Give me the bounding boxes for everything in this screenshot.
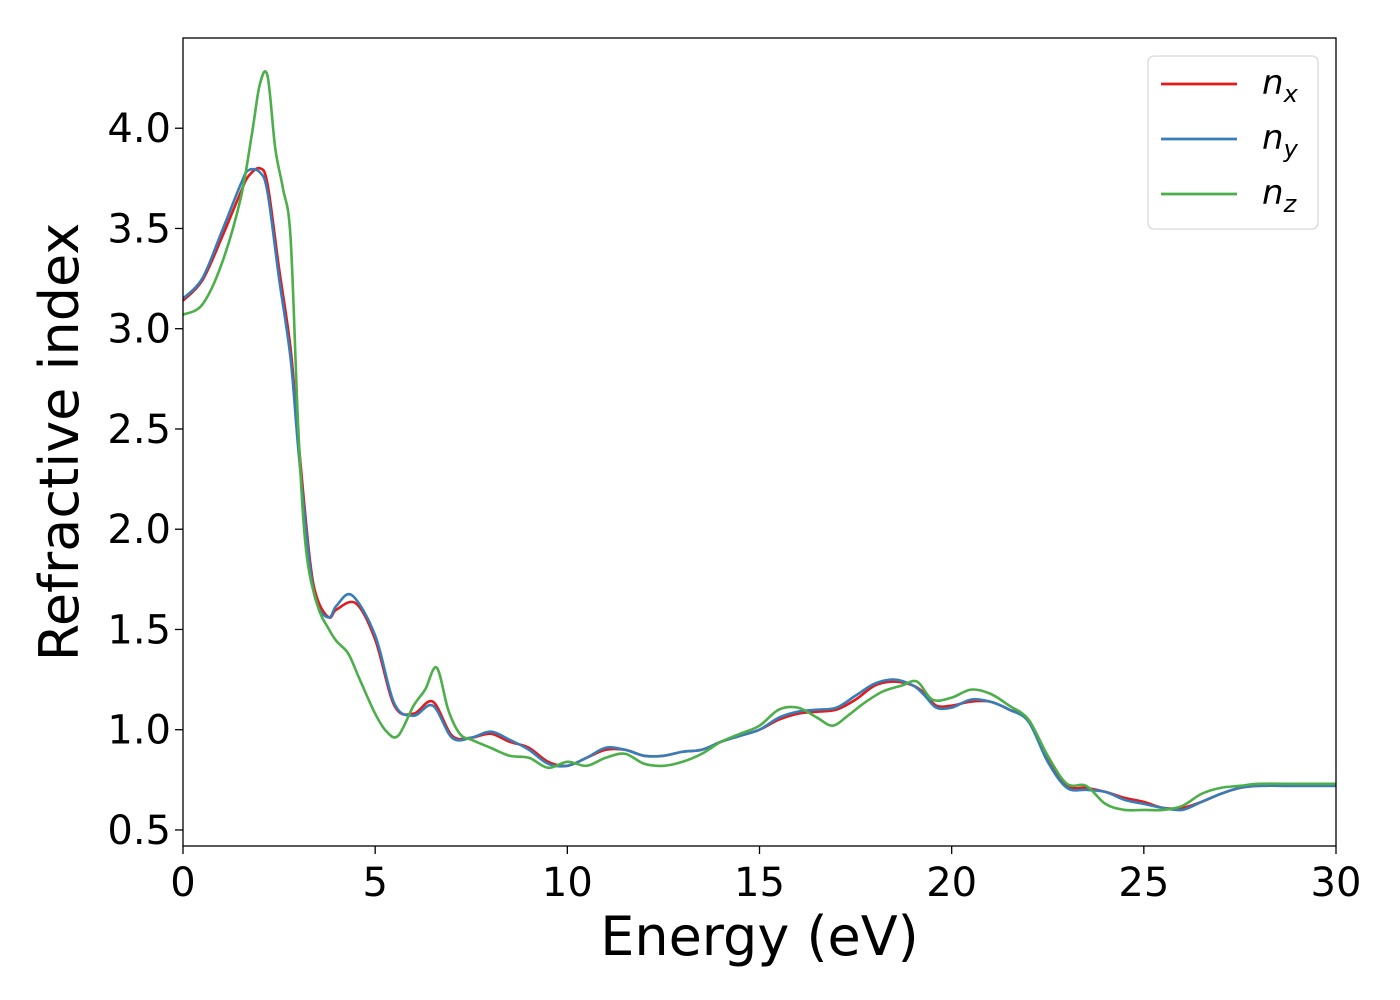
x-tick-label: 5 bbox=[362, 860, 387, 906]
x-tick-label: 25 bbox=[1118, 860, 1169, 906]
series-line-z bbox=[183, 70, 1336, 812]
x-axis-title: Energy (eV) bbox=[600, 905, 919, 968]
y-tick-label: 2.5 bbox=[107, 407, 171, 453]
y-axis: 0.5 1.0 1.5 2.0 2.5 3.0 3.5 4.0 bbox=[107, 106, 183, 854]
y-tick-label: 4.0 bbox=[107, 106, 171, 152]
series-line-y bbox=[183, 167, 1336, 812]
legend-box bbox=[1147, 55, 1319, 230]
x-tick-label: 20 bbox=[926, 860, 977, 906]
y-tick-label: 2.0 bbox=[107, 507, 171, 553]
x-tick-label: 30 bbox=[1311, 860, 1362, 906]
x-tick-label: 10 bbox=[542, 860, 593, 906]
y-tick-label: 3.0 bbox=[107, 307, 171, 353]
x-tick-label: 0 bbox=[170, 860, 195, 906]
y-tick-label: 1.5 bbox=[107, 607, 171, 653]
series-line-x bbox=[183, 166, 1336, 810]
y-tick-label: 1.0 bbox=[107, 708, 171, 754]
y-axis-title: Refractive index bbox=[28, 223, 91, 662]
y-tick-label: 0.5 bbox=[107, 808, 171, 854]
y-tick-label: 3.5 bbox=[107, 206, 171, 252]
x-axis: 0 5 10 15 20 25 30 bbox=[170, 846, 1361, 906]
x-tick-label: 15 bbox=[734, 860, 785, 906]
series-lines bbox=[183, 70, 1336, 812]
